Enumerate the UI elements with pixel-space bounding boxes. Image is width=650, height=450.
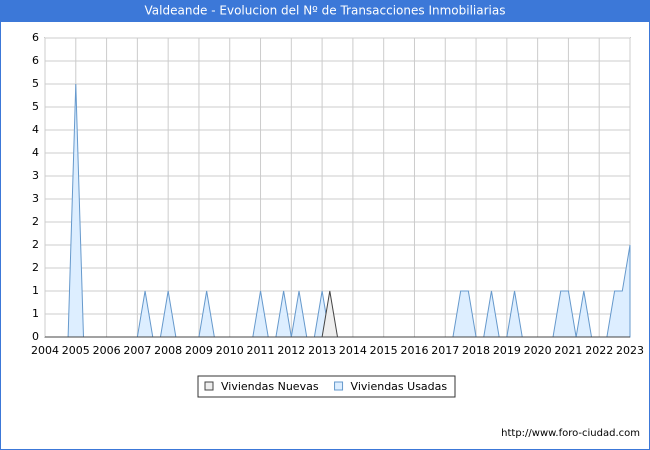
x-tick-label: 2017 bbox=[431, 344, 459, 357]
x-tick-label: 2004 bbox=[31, 344, 59, 357]
x-tick-label: 2005 bbox=[62, 344, 90, 357]
x-tick-label: 2008 bbox=[154, 344, 182, 357]
y-tick-label: 6 bbox=[32, 31, 39, 44]
x-tick-label: 2009 bbox=[185, 344, 213, 357]
y-tick-label: 4 bbox=[32, 146, 39, 159]
y-tick-label: 3 bbox=[32, 192, 39, 205]
x-tick-label: 2021 bbox=[554, 344, 582, 357]
x-tick-label: 2011 bbox=[247, 344, 275, 357]
legend-label: Viviendas Usadas bbox=[351, 380, 448, 393]
x-tick-label: 2007 bbox=[123, 344, 151, 357]
x-tick-label: 2020 bbox=[524, 344, 552, 357]
x-tick-label: 2016 bbox=[400, 344, 428, 357]
y-tick-label: 5 bbox=[32, 100, 39, 113]
plot-area bbox=[44, 37, 631, 338]
x-tick-label: 2010 bbox=[216, 344, 244, 357]
x-tick-label: 2015 bbox=[370, 344, 398, 357]
x-tick-label: 2006 bbox=[93, 344, 121, 357]
y-tick-label: 2 bbox=[32, 261, 39, 274]
y-tick-label: 6 bbox=[32, 54, 39, 67]
x-tick-label: 2023 bbox=[616, 344, 644, 357]
y-tick-label: 1 bbox=[32, 284, 39, 297]
x-tick-label: 2014 bbox=[339, 344, 367, 357]
legend-label: Viviendas Nuevas bbox=[221, 380, 319, 393]
x-tick-label: 2022 bbox=[585, 344, 613, 357]
legend-swatch bbox=[334, 381, 344, 391]
y-tick-label: 2 bbox=[32, 238, 39, 251]
source: http://www.foro-ciudad.com bbox=[501, 428, 640, 439]
area bbox=[45, 290, 630, 338]
title-bar bbox=[0, 0, 650, 22]
y-tick-label: 1 bbox=[32, 307, 39, 320]
y-tick-label: 5 bbox=[32, 77, 39, 90]
y-tick-label: 0 bbox=[32, 330, 39, 343]
legend bbox=[197, 375, 456, 398]
legend-swatch bbox=[204, 381, 214, 391]
x-tick-label: 2013 bbox=[308, 344, 336, 357]
y-tick-label: 3 bbox=[32, 169, 39, 182]
x-tick-label: 2018 bbox=[462, 344, 490, 357]
y-tick-label: 2 bbox=[32, 215, 39, 228]
y-tick-label: 4 bbox=[32, 123, 39, 136]
chart-title: Valdeande - Evolucion del Nº de Transacc… bbox=[145, 4, 506, 18]
x-tick-label: 2012 bbox=[277, 344, 305, 357]
x-tick-label: 2019 bbox=[493, 344, 521, 357]
